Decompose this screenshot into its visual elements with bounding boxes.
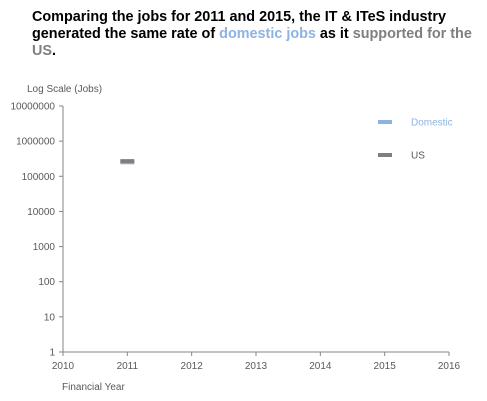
legend-label-us: US (411, 151, 425, 162)
x-tick-label: 2016 (438, 361, 461, 372)
title-text-3: . (52, 43, 56, 59)
y-tick-label: 100 (38, 277, 55, 288)
y-tick-label: 1000000 (16, 137, 55, 148)
title-highlight-us: supported for the US (32, 26, 472, 59)
y-tick-label: 10000 (27, 207, 55, 218)
y-tick-label: 100000 (22, 172, 56, 183)
x-tick-label: 2013 (245, 361, 268, 372)
title-highlight-domestic: domestic jobs (219, 26, 316, 42)
title-text-2: as it (315, 26, 353, 42)
y-tick-label: 10 (44, 312, 56, 323)
y-axis-label: Log Scale (Jobs) (27, 84, 102, 95)
y-tick-label: 10000000 (11, 102, 56, 113)
y-tick-label: 1000 (33, 242, 56, 253)
title-text-1: Comparing the jobs for 2011 and 2015, th… (32, 9, 446, 42)
y-tick-label: 1 (49, 348, 55, 359)
legend-swatch-us (378, 153, 392, 157)
legend-label-domestic: Domestic (411, 118, 453, 129)
legend[interactable]: Domestic US (378, 118, 453, 162)
data-marks (120, 159, 135, 165)
x-tick-label: 2011 (117, 361, 139, 372)
x-tick-label: 2012 (181, 361, 204, 372)
data-point-us (120, 159, 135, 164)
x-axis-label: Financial Year (62, 382, 125, 393)
x-tick-label: 2010 (52, 361, 75, 372)
x-tick-label: 2015 (374, 361, 397, 372)
axes: 1 10 100 1000 10000 100000 1000000 10000000 2010… (11, 102, 461, 373)
x-tick-label: 2014 (309, 361, 332, 372)
legend-swatch-domestic (378, 120, 392, 124)
chart-title: Comparing the jobs for 2011 and 2015, th… (32, 9, 472, 60)
